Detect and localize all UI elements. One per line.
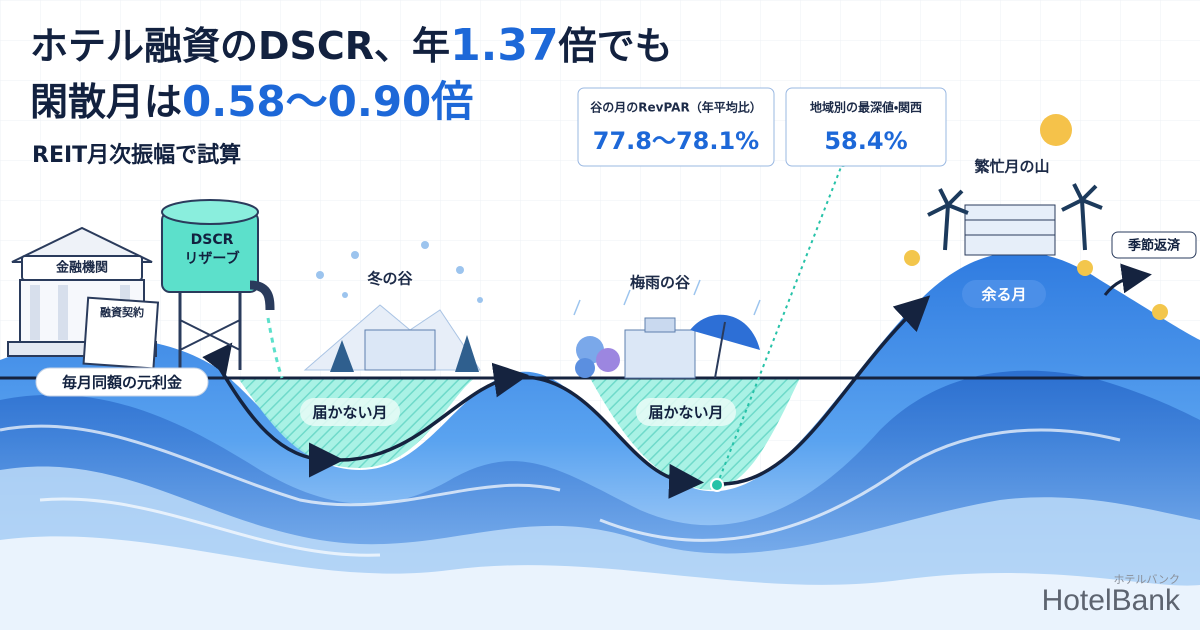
wave-lines <box>0 424 1121 557</box>
reserve-tank <box>161 199 284 379</box>
shortfall-label: 届かない月 <box>648 404 723 422</box>
logo: HotelBank <box>1042 584 1181 617</box>
leader-dot <box>710 478 724 492</box>
winter-label: 冬の谷 <box>366 270 412 288</box>
bank-icon <box>7 226 160 370</box>
stat-card <box>577 87 775 167</box>
bank-label: 金融機関 <box>56 260 108 276</box>
pill <box>962 280 1046 308</box>
peak-label: 繁忙月の山 <box>974 158 1049 176</box>
pill <box>1111 231 1197 259</box>
flow-arrow <box>719 295 931 486</box>
logo-kana: ホテルバンク <box>1113 573 1180 586</box>
title-highlight: 0.58〜0.90倍 <box>182 77 473 126</box>
reserve-label: リザーブ <box>184 250 239 267</box>
title-highlight: 1.37 <box>450 20 559 71</box>
card-label: 谷の月のRevPAR（年平均比） <box>590 100 761 115</box>
flow-arrow <box>202 342 233 376</box>
flow-arrow <box>1103 263 1152 296</box>
reserve-label: DSCR <box>191 232 234 248</box>
payment-label: 毎月同額の元利金 <box>62 374 183 392</box>
flow-arrow <box>339 362 529 462</box>
stat-card <box>785 87 947 167</box>
seasonal-label: 季節返済 <box>1127 238 1181 254</box>
peak-scene <box>904 114 1168 320</box>
pill <box>636 398 736 426</box>
rainy-scene <box>573 279 761 379</box>
leader-line <box>716 161 844 486</box>
card-value: 77.8〜78.1% <box>593 127 759 155</box>
winter-scene <box>303 241 483 372</box>
title-part: 倍でも <box>558 24 673 68</box>
rainy-label: 梅雨の谷 <box>630 274 690 292</box>
card-value: 58.4% <box>824 127 907 155</box>
pill <box>35 367 209 397</box>
title-line: ホテル融資のDSCR、年1.37倍でも <box>30 20 673 71</box>
flow-arrow <box>213 359 344 478</box>
pill <box>300 398 400 426</box>
title-line: 閑散月は0.58〜0.90倍 <box>30 77 473 126</box>
flow-arrow <box>524 375 704 499</box>
subtitle: REIT月次振幅で試算 <box>32 142 241 168</box>
contract-label: 融資契約 <box>100 305 144 319</box>
card-label: 地域別の最深値・関西 <box>810 100 922 115</box>
title-part: ホテル融資のDSCR、年 <box>30 24 450 68</box>
surplus-label: 余る月 <box>981 286 1026 304</box>
wave-foam <box>0 536 1200 630</box>
title-part: 閑散月は <box>30 80 182 124</box>
shortfall-label: 届かない月 <box>312 404 387 422</box>
